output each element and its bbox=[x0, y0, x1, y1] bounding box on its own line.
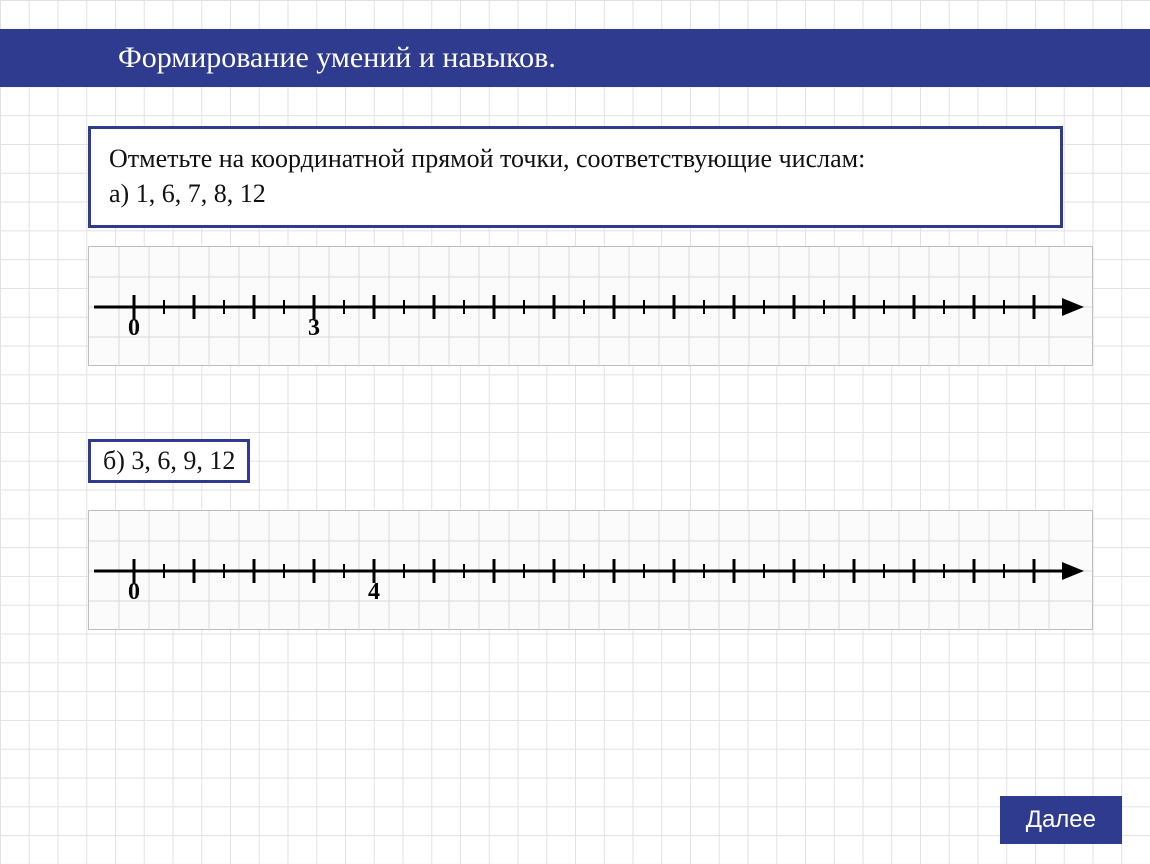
number-line-b-svg: 04 bbox=[89, 511, 1094, 631]
subtask-b-text: б) 3, 6, 9, 12 bbox=[103, 446, 235, 475]
task-line2: а) 1, 6, 7, 8, 12 bbox=[109, 176, 1042, 211]
svg-text:4: 4 bbox=[368, 579, 380, 605]
number-line-a-svg: 03 bbox=[89, 247, 1094, 367]
svg-text:3: 3 bbox=[308, 315, 320, 341]
number-line-a: 03 bbox=[88, 246, 1093, 366]
header-bar: Формирование умений и навыков. bbox=[0, 29, 1150, 87]
svg-text:0: 0 bbox=[128, 579, 140, 605]
subtask-b-label: б) 3, 6, 9, 12 bbox=[88, 439, 250, 483]
svg-text:0: 0 bbox=[128, 315, 140, 341]
header-title: Формирование умений и навыков. bbox=[118, 41, 556, 75]
task-line1: Отметьте на координатной прямой точки, с… bbox=[109, 141, 1042, 176]
next-button-label: Далее bbox=[1026, 806, 1096, 833]
number-line-b: 04 bbox=[88, 510, 1093, 630]
next-button[interactable]: Далее bbox=[1000, 796, 1122, 844]
task-box: Отметьте на координатной прямой точки, с… bbox=[88, 126, 1063, 228]
